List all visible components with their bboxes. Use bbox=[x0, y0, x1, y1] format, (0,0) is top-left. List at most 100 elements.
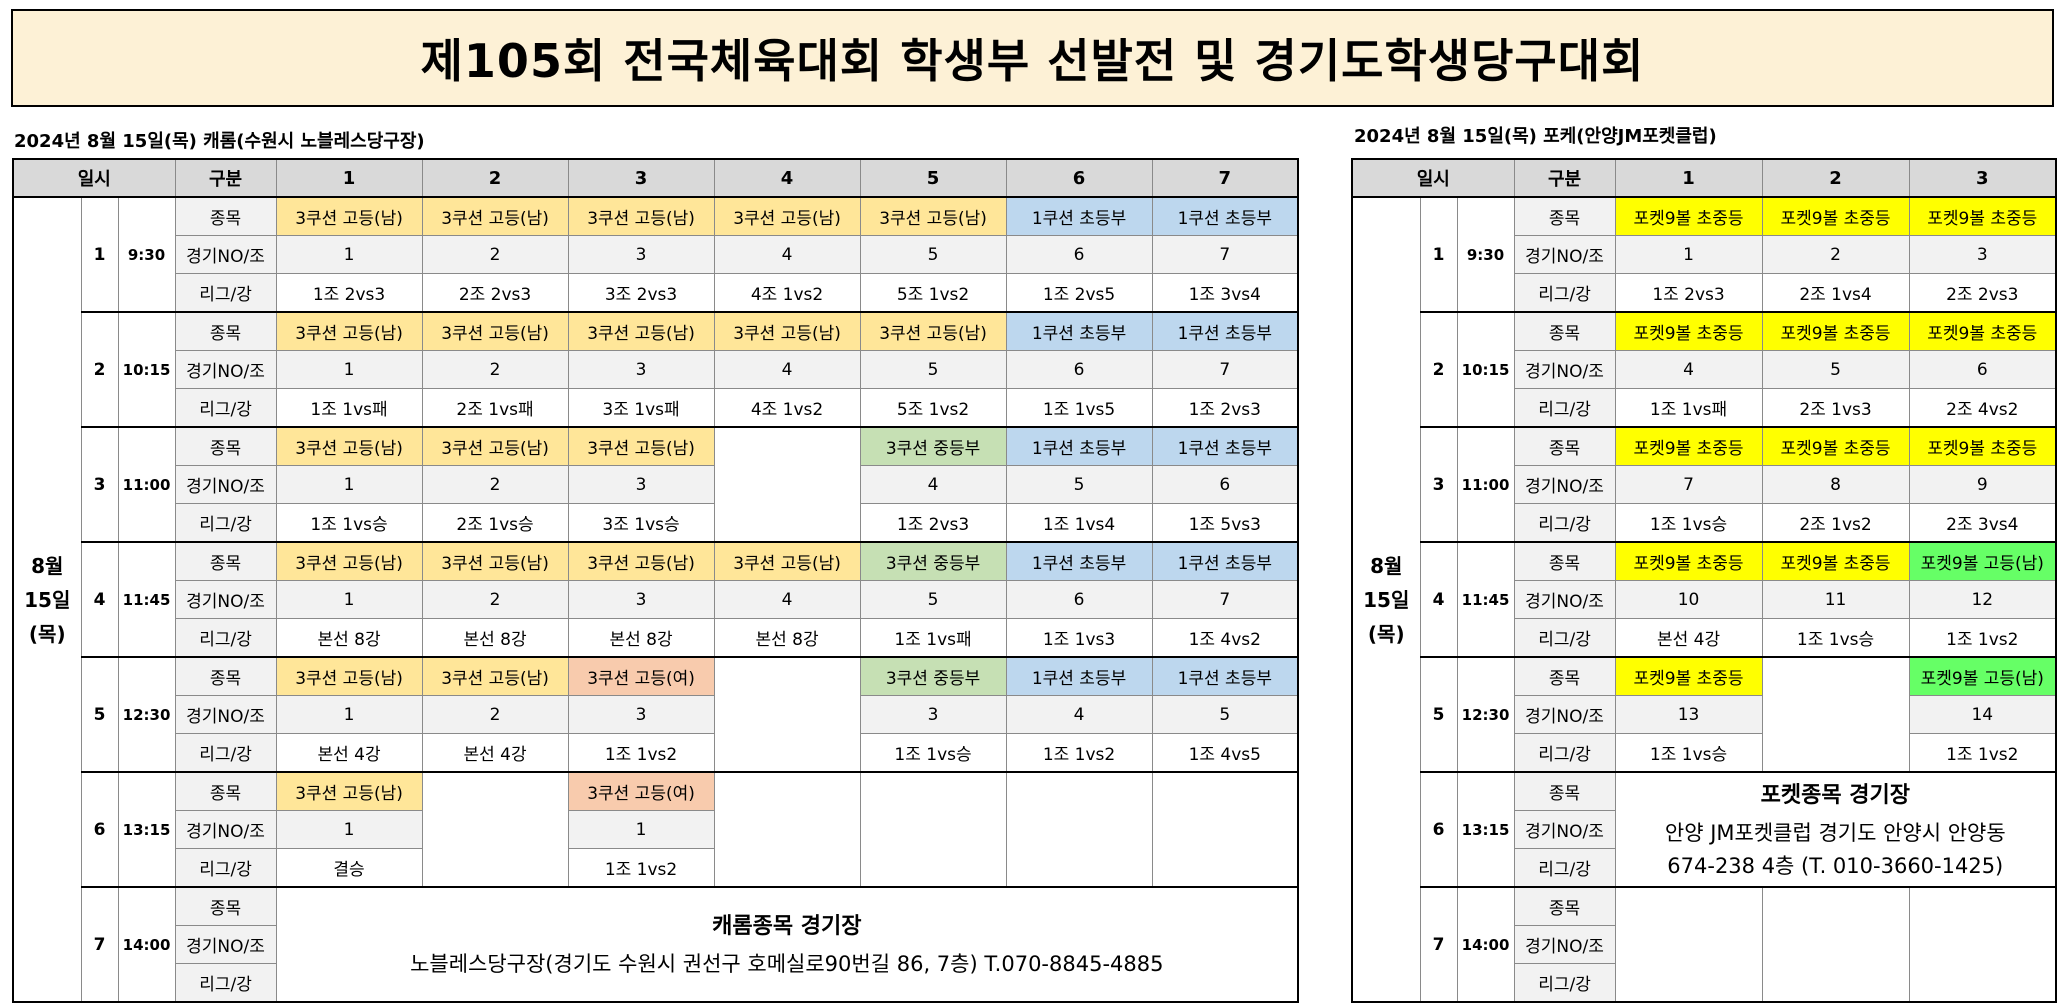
venue-title: 포켓종목 경기장 bbox=[1760, 782, 1910, 808]
league-cell bbox=[1614, 963, 1763, 1003]
game-number-cell: 4 bbox=[713, 580, 861, 619]
game-number-cell: 1 bbox=[567, 810, 715, 849]
game-number-cell: 11 bbox=[1761, 580, 1910, 619]
game-number-cell bbox=[713, 695, 861, 734]
schedule-row: 4 11:45 종목 3쿠션 고등(남) 3쿠션 고등(남) 3쿠션 고등(남) 3쿠션 고… bbox=[13, 541, 1299, 658]
event-cell: 3쿠션 고등(남) bbox=[421, 656, 569, 696]
game-number-cell: 5 bbox=[859, 350, 1007, 389]
row-label: 리그/강 bbox=[1513, 733, 1616, 773]
league-cell: 1조 1vs승 bbox=[1614, 503, 1763, 543]
league-cell: 4조 1vs2 bbox=[713, 388, 861, 428]
header-table-4: 4 bbox=[713, 158, 861, 198]
row-label: 경기NO/조 bbox=[1513, 465, 1616, 504]
schedule-row: 5 12:30 종목 3쿠션 고등(남) 3쿠션 고등(남) 3쿠션 고등(여) 3쿠션 중… bbox=[13, 656, 1299, 773]
row-label: 경기NO/조 bbox=[1513, 235, 1616, 274]
event-cell: 3쿠션 중등부 bbox=[859, 541, 1007, 581]
round-time: 10:15 bbox=[117, 311, 176, 428]
schedule-row: 경기NO/조 10 11 12 bbox=[1352, 580, 2057, 619]
league-cell: 2조 1vs2 bbox=[1761, 503, 1910, 543]
league-cell bbox=[713, 733, 861, 773]
game-number-cell: 7 bbox=[1151, 580, 1299, 619]
league-cell: 2조 4vs2 bbox=[1908, 388, 2057, 428]
schedule-row: 8월 15일 (목) 1 9:30 종목 포켓9볼 초중등 포켓9볼 초중등 포켓9볼 초중등 bbox=[1351, 196, 2057, 1003]
schedule-row: 2 10:15 종목 3쿠션 고등(남) 3쿠션 고등(남) 3쿠션 고등(남) 3쿠션 고… bbox=[13, 311, 1299, 428]
row-label: 종목 bbox=[174, 656, 277, 696]
row-label: 종목 bbox=[1513, 426, 1616, 466]
league-cell: 2조 1vs승 bbox=[421, 503, 569, 543]
event-cell: 1쿠션 초등부 bbox=[1151, 196, 1299, 236]
round-time: 11:00 bbox=[1456, 426, 1515, 543]
event-cell: 포켓9볼 고등(남) bbox=[1908, 656, 2057, 696]
game-number-cell bbox=[713, 465, 861, 504]
round-time: 10:15 bbox=[1456, 311, 1515, 428]
round-number: 6 bbox=[80, 771, 119, 888]
event-cell: 3쿠션 고등(남) bbox=[859, 196, 1007, 236]
row-label: 리그/강 bbox=[1513, 848, 1616, 888]
league-cell: 1조 2vs3 bbox=[275, 273, 423, 313]
page-title: 제105회 전국체육대회 학생부 선발전 및 경기도학생당구대회 bbox=[11, 9, 2054, 107]
league-cell: 2조 3vs4 bbox=[1908, 503, 2057, 543]
row-label: 리그/강 bbox=[1513, 273, 1616, 313]
event-cell: 포켓9볼 초중등 bbox=[1908, 311, 2057, 351]
event-cell: 3쿠션 고등(남) bbox=[421, 196, 569, 236]
event-cell: 1쿠션 초등부 bbox=[1005, 656, 1153, 696]
event-cell: 포켓9볼 초중등 bbox=[1614, 311, 1763, 351]
round-number: 2 bbox=[80, 311, 119, 428]
schedule-row: 5 12:30 종목 포켓9볼 초중등 포켓9볼 고등(남) bbox=[1352, 656, 2057, 773]
game-number-cell bbox=[1614, 925, 1763, 964]
header-category: 구분 bbox=[174, 158, 277, 198]
game-number-cell: 2 bbox=[421, 235, 569, 274]
row-label: 리그/강 bbox=[174, 273, 277, 313]
round-number: 5 bbox=[1419, 656, 1458, 773]
schedule-row: 리그/강 결승 1조 1vs2 bbox=[13, 848, 1299, 888]
row-label: 경기NO/조 bbox=[174, 465, 277, 504]
game-number-cell bbox=[1908, 925, 2057, 964]
round-time: 14:00 bbox=[1456, 886, 1515, 1003]
round-time: 9:30 bbox=[1456, 196, 1515, 313]
round-number: 5 bbox=[80, 656, 119, 773]
round-number: 6 bbox=[1419, 771, 1458, 888]
game-number-cell: 2 bbox=[421, 350, 569, 389]
league-cell bbox=[1005, 848, 1153, 888]
schedule-row: 리그/강 1조 1vs패 2조 1vs패 3조 1vs패 4조 1vs2 5조 1vs2 1… bbox=[13, 388, 1299, 428]
event-cell: 3쿠션 고등(남) bbox=[275, 426, 423, 466]
date-cell: 8월 15일 (목) bbox=[12, 196, 82, 1003]
game-number-cell: 3 bbox=[567, 695, 715, 734]
event-cell bbox=[1005, 771, 1153, 811]
round-number: 3 bbox=[1419, 426, 1458, 543]
league-cell: 1조 1vs2 bbox=[1908, 618, 2057, 658]
league-cell bbox=[859, 848, 1007, 888]
row-label: 경기NO/조 bbox=[174, 350, 277, 389]
league-cell: 1조 1vs2 bbox=[1908, 733, 2057, 773]
game-number-cell: 4 bbox=[713, 350, 861, 389]
game-number-cell: 5 bbox=[859, 580, 1007, 619]
event-cell: 1쿠션 초등부 bbox=[1005, 196, 1153, 236]
schedule-row: 7 14:00 종목 캐롬종목 경기장 노블레스당구장(경기도 수원시 권선구 호메실로… bbox=[13, 886, 1299, 1003]
row-label: 리그/강 bbox=[1513, 963, 1616, 1003]
schedule-row: 경기NO/조 13 14 bbox=[1352, 695, 2057, 734]
header-category: 구분 bbox=[1513, 158, 1616, 198]
carom-schedule-table: 일시 구분 1 2 3 4 5 6 7 8월 15일 (목) 1 9:30 종목 3쿠션 고… bbox=[12, 158, 1300, 1003]
event-cell bbox=[859, 771, 1007, 811]
league-cell: 1조 4vs5 bbox=[1151, 733, 1299, 773]
event-cell bbox=[1761, 886, 1910, 926]
league-cell: 1조 2vs3 bbox=[859, 503, 1007, 543]
league-cell: 1조 1vs5 bbox=[1005, 388, 1153, 428]
event-cell: 포켓9볼 초중등 bbox=[1614, 541, 1763, 581]
game-number-cell: 7 bbox=[1151, 350, 1299, 389]
schedule-row: 경기NO/조 1 2 3 4 5 6 7 bbox=[13, 235, 1299, 274]
round-time: 11:45 bbox=[117, 541, 176, 658]
event-cell: 1쿠션 초등부 bbox=[1005, 426, 1153, 466]
event-cell: 3쿠션 고등(남) bbox=[713, 541, 861, 581]
header-table-1: 1 bbox=[1614, 158, 1763, 198]
event-cell: 포켓9볼 초중등 bbox=[1614, 426, 1763, 466]
venue-info: 포켓종목 경기장 안양 JM포켓클럽 경기도 안양시 안양동 674-238 4층 … bbox=[1614, 771, 2057, 888]
round-time: 12:30 bbox=[1456, 656, 1515, 773]
event-cell: 3쿠션 고등(남) bbox=[275, 771, 423, 811]
schedule-row: 리그/강 본선 4강 본선 4강 1조 1vs2 1조 1vs승 1조 1vs2 1조 4v… bbox=[13, 733, 1299, 773]
event-cell: 3쿠션 고등(여) bbox=[567, 771, 715, 811]
league-cell bbox=[713, 848, 861, 888]
game-number-cell: 1 bbox=[1614, 235, 1763, 274]
row-label: 리그/강 bbox=[174, 503, 277, 543]
event-cell: 3쿠션 고등(남) bbox=[421, 541, 569, 581]
